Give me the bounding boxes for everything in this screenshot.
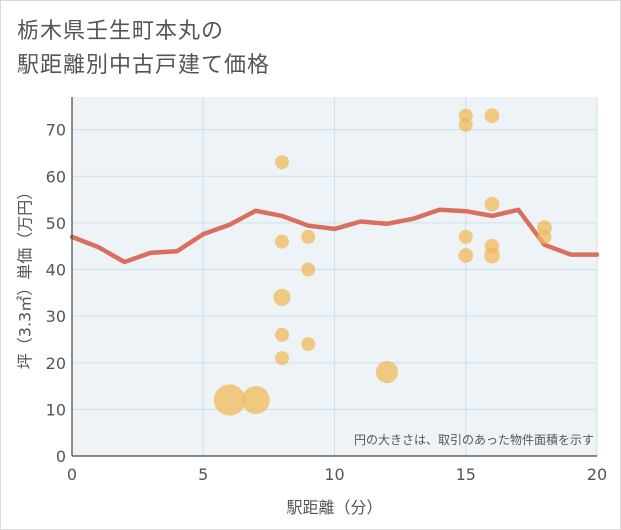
title-line-2: 駅距離別中古戸建て価格 [17,53,271,78]
y-tick-label: 0 [56,447,66,466]
scatter-point [301,262,316,277]
scatter-point [301,337,316,352]
scatter-point [484,247,500,264]
scatter-points [213,108,552,416]
y-tick-label: 40 [46,261,66,280]
tick-labels: 0 10 20 30 40 50 60 70 0 5 10 15 20 [46,121,608,484]
scatter-point [213,384,246,416]
title-line-1: 栃木県壬生町本丸の [17,19,225,44]
x-axis-title: 駅距離（分） [286,498,382,517]
x-tick-label: 0 [67,465,77,484]
scatter-point [241,386,270,415]
scatter-point [275,351,289,366]
scatter-point [537,229,552,244]
axes [71,97,597,457]
chart-title: 栃木県壬生町本丸の 駅距離別中古戸建て価格 [17,15,270,83]
average-price-line [69,207,600,265]
scatter-point [484,196,500,212]
x-tick-label: 20 [587,465,607,484]
scatter-point [458,229,473,244]
x-tick-label: 5 [198,465,208,484]
scatter-point [275,155,289,170]
y-tick-label: 70 [46,121,66,140]
scatter-point [458,117,473,132]
scatter-point [458,248,474,263]
y-tick-label: 30 [46,307,66,326]
x-tick-label: 15 [456,465,476,484]
size-note: 円の大きさは、取引のあった物件面積を示す [354,432,594,447]
scatter-point [375,361,399,384]
scatter-point [275,327,289,342]
scatter-point [275,234,289,249]
scatter-point [484,108,500,123]
y-axis-title: 坪（3.3㎡）単価（万円） [16,184,35,369]
y-tick-label: 50 [46,214,66,233]
average-line-layer [69,207,600,265]
y-tick-label: 10 [46,400,66,419]
scatter-point [301,229,316,244]
y-tick-label: 60 [46,167,66,186]
y-tick-label: 20 [46,354,66,373]
x-tick-label: 10 [324,465,344,484]
scatter-point [273,288,291,307]
